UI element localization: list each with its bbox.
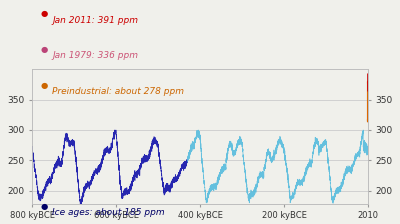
Text: Preindustrial: about 278 ppm: Preindustrial: about 278 ppm <box>52 87 184 96</box>
Text: ●: ● <box>40 9 48 18</box>
Text: Jan 2011: 391 ppm: Jan 2011: 391 ppm <box>52 16 138 25</box>
Text: ●: ● <box>40 81 48 90</box>
Text: ●: ● <box>40 202 48 211</box>
Text: ●: ● <box>40 45 48 54</box>
Text: Ice ages: about 185 ppm: Ice ages: about 185 ppm <box>52 208 165 217</box>
Text: Jan 1979: 336 ppm: Jan 1979: 336 ppm <box>52 52 138 60</box>
